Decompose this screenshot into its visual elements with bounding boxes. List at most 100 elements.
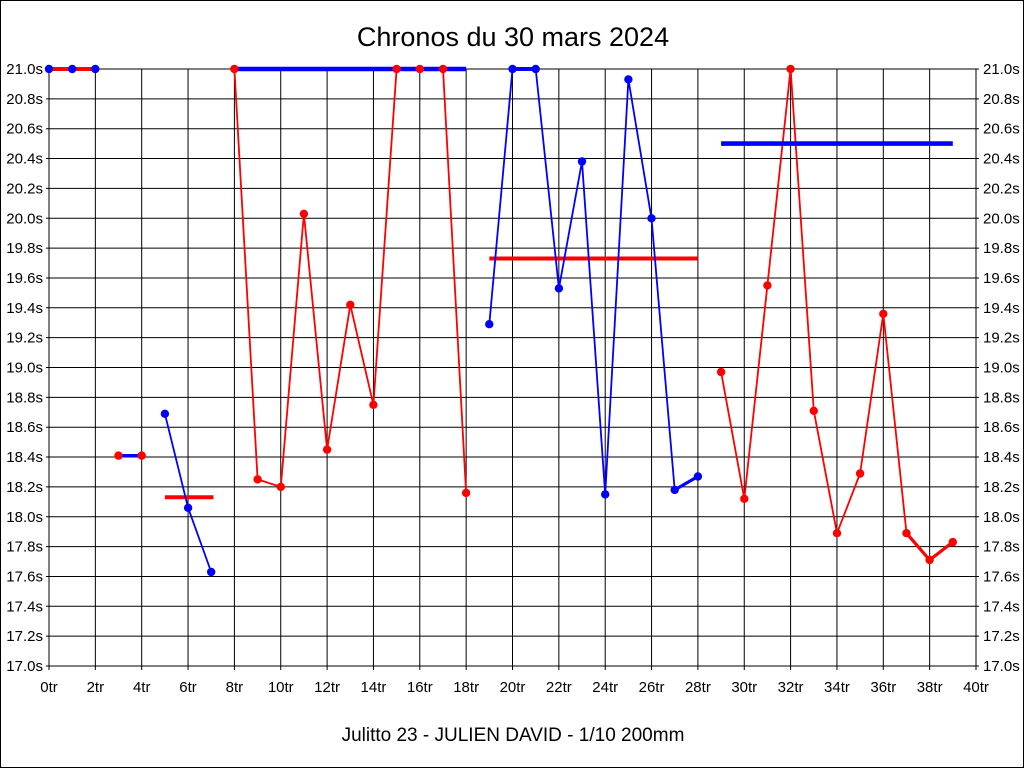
- grid-lines: [46, 68, 979, 670]
- y-axis-tick-label-right: 18.2s: [983, 479, 1020, 496]
- chrono-rouge-point: [276, 482, 285, 492]
- chrono-rouge-point: [369, 400, 378, 409]
- chrono-rouge-point: [299, 209, 309, 218]
- y-axis-tick-label-right: 19.6s: [983, 270, 1020, 287]
- x-axis-tick-label: 18tr: [453, 679, 479, 696]
- y-axis-tick-label-left: 20.2s: [6, 180, 43, 197]
- chrono-bleu-point: [670, 485, 679, 495]
- y-axis-tick-label-left: 17.8s: [6, 539, 43, 556]
- chrono-bleu-point: [44, 64, 54, 74]
- y-axis-tick-label-left: 17.6s: [6, 568, 43, 585]
- y-axis-tick-label-right: 20.2s: [983, 180, 1020, 197]
- chrono-rouge-point: [740, 494, 749, 503]
- y-axis-tick-label-left: 18.2s: [6, 479, 43, 496]
- y-axis-tick-label-right: 19.2s: [983, 330, 1020, 347]
- y-axis-tick-label-left: 17.4s: [6, 598, 43, 615]
- chrono-bleu-point: [207, 567, 216, 577]
- y-axis-tick-label-left: 19.2s: [6, 330, 43, 347]
- x-axis-tick-label: 16tr: [407, 679, 433, 696]
- chrono-rouge-point: [855, 469, 865, 478]
- chrono-bleu-point: [68, 64, 77, 74]
- y-axis-tick-label-right: 18.8s: [983, 389, 1020, 406]
- chrono-bleu-point: [531, 64, 540, 74]
- x-axis-tick-label: 38tr: [917, 679, 943, 696]
- chrono-rouge-data: [720, 68, 908, 535]
- y-axis-tick-label-left: 19.8s: [6, 240, 43, 257]
- chrono-rouge-point: [948, 537, 957, 547]
- y-axis-tick-label-right: 20.8s: [983, 91, 1020, 108]
- x-axis-tick-label: 0tr: [40, 679, 58, 696]
- y-axis-tick-label-right: 17.6s: [983, 568, 1020, 585]
- chrono-rouge-point: [392, 64, 401, 74]
- chrono-bleu-point: [554, 284, 564, 293]
- y-axis-tick-label-right: 17.4s: [983, 598, 1020, 615]
- y-axis-tick-label-right: 21.0s: [983, 61, 1020, 78]
- y-axis-tick-label-left: 21.0s: [6, 61, 43, 78]
- x-axis-tick-label: 36tr: [870, 679, 896, 696]
- chrono-bleu-point: [508, 64, 517, 74]
- x-axis-tick-label: 32tr: [778, 679, 804, 696]
- chrono-bleu-point: [485, 320, 494, 329]
- chrono-bleu-point: [624, 75, 633, 84]
- x-axis-tick-label: 22tr: [546, 679, 572, 696]
- chrono-rouge-point: [832, 529, 842, 538]
- y-axis-tick-label-right: 17.0s: [983, 658, 1020, 675]
- chrono-rouge-point: [809, 406, 818, 415]
- y-axis-tick-label-left: 20.6s: [6, 121, 43, 138]
- y-axis-tick-label-left: 18.8s: [6, 389, 43, 406]
- chrono-rouge-point: [114, 451, 123, 460]
- chrono-rouge-point: [438, 64, 448, 74]
- y-axis-tick-label-left: 19.4s: [6, 300, 43, 317]
- y-axis-tick-label-right: 18.0s: [983, 509, 1020, 526]
- chart-title: Chronos du 30 mars 2024: [357, 22, 669, 52]
- chrono-rouge-point: [322, 445, 332, 454]
- chrono-rouge-point: [925, 555, 934, 565]
- x-axis-tick-label: 40tr: [963, 679, 989, 696]
- y-axis-tick-label-right: 19.8s: [983, 240, 1020, 257]
- x-axis-tick-label: 20tr: [500, 679, 526, 696]
- chrono-rouge-point: [902, 529, 911, 538]
- blue-series-markers: [44, 64, 703, 577]
- y-axis-tick-label-left: 20.0s: [6, 210, 43, 227]
- y-axis-tick-label-left: 18.0s: [6, 509, 43, 526]
- chrono-bleu-point: [693, 472, 703, 481]
- y-axis-tick-label-right: 20.4s: [983, 151, 1020, 168]
- chrono-bleu-point: [160, 409, 170, 418]
- x-axis-tick-label: 14tr: [361, 679, 387, 696]
- y-axis-tick-label-left: 19.6s: [6, 270, 43, 287]
- x-axis-tick-label: 12tr: [314, 679, 340, 696]
- y-axis-tick-label-right: 19.0s: [983, 360, 1020, 377]
- chart-caption: Julitto 23 - JULIEN DAVID - 1/10 200mm: [342, 725, 685, 746]
- chrono-rouge-point: [716, 367, 726, 377]
- y-axis-tick-label-right: 17.8s: [983, 539, 1020, 556]
- x-axis-tick-label: 34tr: [824, 679, 850, 696]
- y-axis-tick-label-left: 17.2s: [6, 628, 43, 645]
- chrono-bleu-point: [601, 490, 610, 499]
- x-axis-tick-label: 10tr: [268, 679, 294, 696]
- chrono-bleu-data: [488, 68, 676, 496]
- chrono-bleu-point: [647, 214, 656, 223]
- x-axis-tick-label: 4tr: [133, 679, 151, 696]
- chrono-rouge-point: [879, 309, 888, 318]
- chrono-bleu-point: [91, 64, 100, 74]
- y-axis-tick-label-left: 17.0s: [6, 658, 43, 675]
- chrono-rouge-point: [415, 64, 424, 74]
- chrono-rouge-point: [461, 488, 471, 498]
- x-axis-tick-label: 26tr: [639, 679, 665, 696]
- chrono-rouge-point: [346, 300, 355, 309]
- chrono-rouge-point: [253, 475, 262, 484]
- y-axis-tick-label-right: 20.6s: [983, 121, 1020, 138]
- y-axis-tick-label-left: 18.4s: [6, 449, 43, 466]
- chrono-rouge-data: [233, 68, 467, 493]
- chrono-bleu-data-bold: [673, 475, 699, 492]
- chrono-rouge-point: [137, 451, 146, 460]
- y-axis-tick-label-right: 17.2s: [983, 628, 1020, 645]
- chrono-bleu-point: [577, 157, 587, 166]
- blue-series-lines: [118, 66, 953, 573]
- chrono-bleu-point: [183, 503, 193, 512]
- chrono-rouge-point: [786, 64, 795, 74]
- y-axis-tick-label-left: 20.4s: [6, 151, 43, 168]
- y-axis-tick-label-right: 18.4s: [983, 449, 1020, 466]
